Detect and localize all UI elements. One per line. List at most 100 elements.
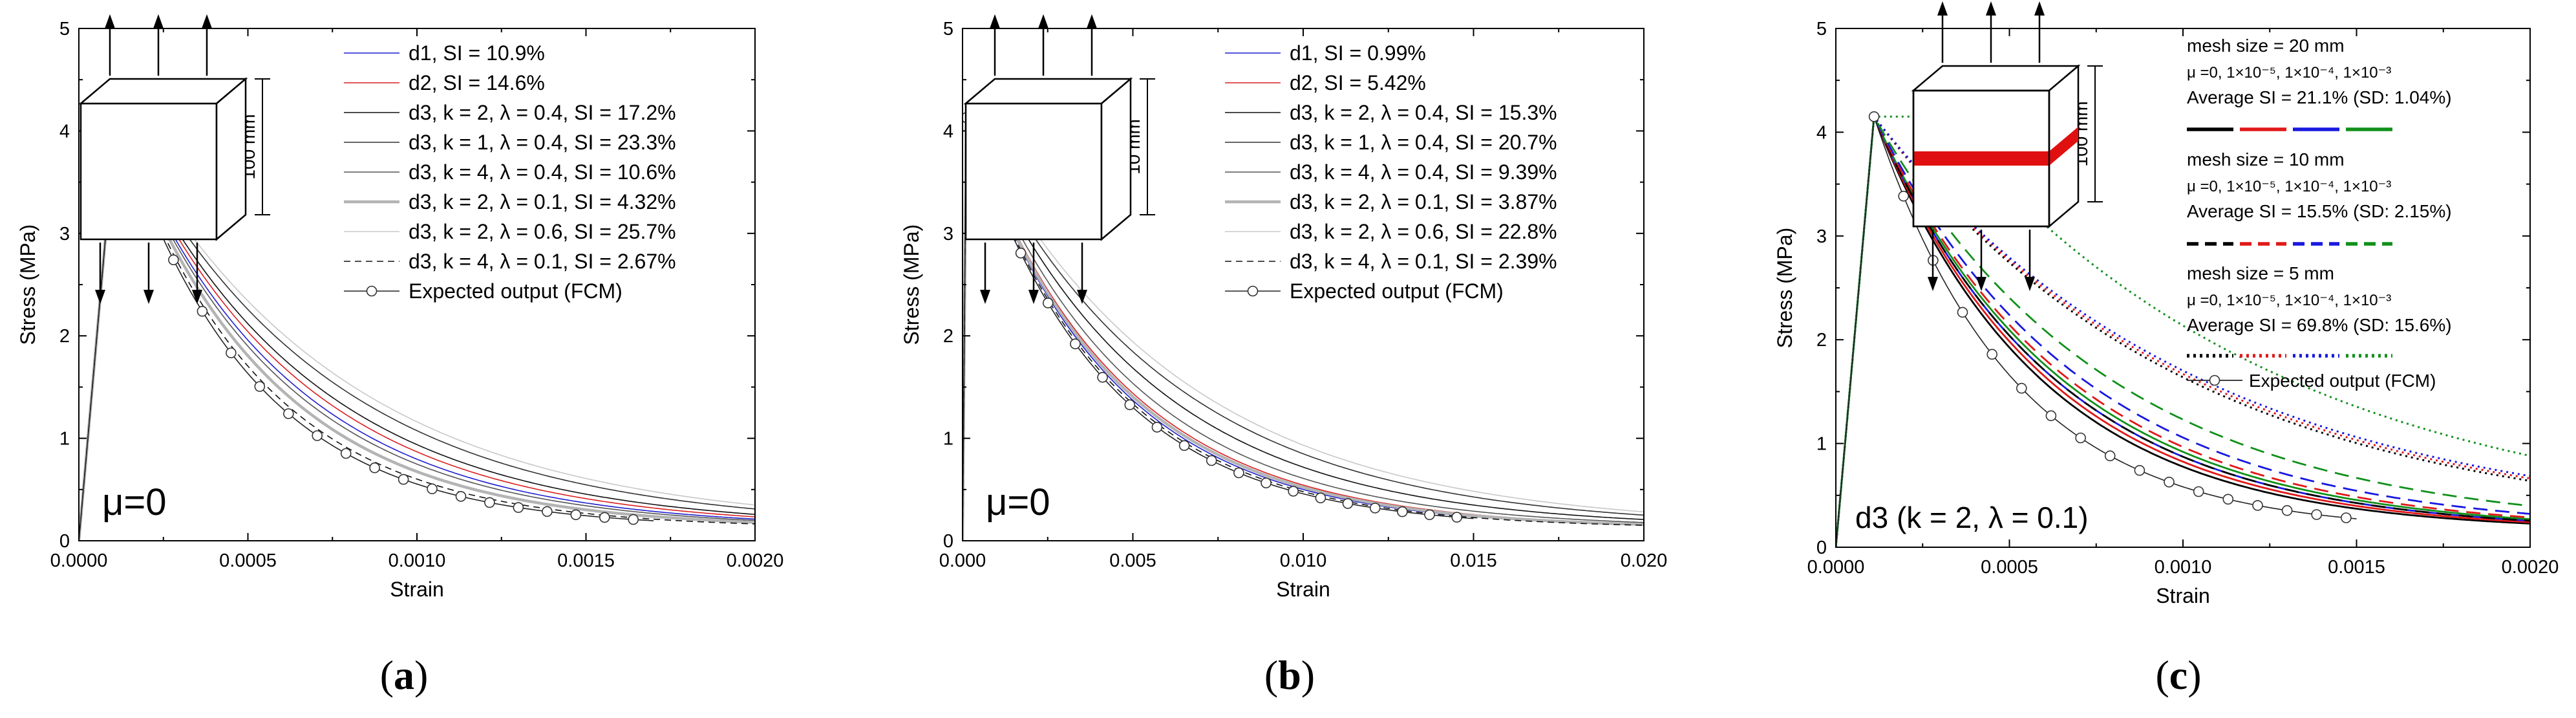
data-point-marker (398, 473, 409, 485)
load-arrowhead-bottom (95, 290, 105, 304)
x-tick-label: 0.0005 (219, 550, 277, 571)
data-point-marker (2341, 512, 2352, 523)
legend-group-5mm-mu: μ =0, 1×10⁻⁵, 1×10⁻⁴, 1×10⁻³ (2187, 292, 2391, 309)
friction-annotation: μ=0 (986, 481, 1050, 523)
data-point-marker (1261, 477, 1272, 488)
y-tick-label: 4 (1816, 122, 1827, 143)
legend-label: d3, k = 2, λ = 0.4, SI = 17.2% (409, 101, 676, 124)
load-arrowhead-top (990, 14, 1000, 28)
legend-label: d3, k = 2, λ = 0.4, SI = 15.3% (1290, 101, 1557, 124)
x-tick-label: 0.0000 (1807, 557, 1865, 578)
data-point-marker (312, 430, 323, 441)
series-line (79, 116, 755, 541)
chart-panel-c: 0.0000 0.0005 0.0010 0.0015 0.0020 0 1 2 3 4 5 Str… (1773, 1, 2559, 607)
data-point-marker (2252, 500, 2263, 511)
data-point-marker (1206, 455, 1217, 466)
load-arrowhead-top (2034, 1, 2045, 16)
series-line (79, 117, 755, 541)
data-point-marker (168, 254, 179, 266)
legend: d1, SI = 10.9% d2, SI = 14.6% d3, k = 2, λ… (344, 41, 676, 303)
data-point-marker (1451, 512, 1462, 523)
y-axis-label: Stress (MPa) (900, 224, 923, 345)
data-point-marker (2104, 450, 2116, 462)
data-point-marker (1898, 190, 1909, 202)
load-arrowhead-bottom (1028, 290, 1039, 304)
data-point-marker (1342, 498, 1354, 509)
load-arrowhead-top (153, 14, 164, 28)
data-point-marker (1070, 338, 1081, 349)
legend: d1, SI = 0.99% d2, SI = 5.42% d3, k = 2, λ… (1225, 41, 1557, 303)
legend-label: d3, k = 2, λ = 0.1, SI = 4.32% (409, 190, 676, 213)
y-tick-label: 2 (943, 326, 953, 347)
legend-group-10mm-title: mesh size = 10 mm (2187, 149, 2345, 169)
panel-caption-c: (c) (2155, 652, 2201, 698)
y-tick-label: 5 (943, 19, 953, 39)
series-line (79, 117, 755, 541)
data-point-marker (340, 448, 352, 459)
data-point-marker (1124, 399, 1136, 411)
x-tick-label: 0.000 (939, 550, 986, 571)
y-tick-label: 0 (943, 531, 953, 552)
y-tick-label: 1 (1816, 434, 1827, 455)
legend-group-10mm-mu: μ =0, 1×10⁻⁵, 1×10⁻⁴, 1×10⁻³ (2187, 178, 2391, 195)
x-tick-label: 0.0015 (2328, 557, 2385, 578)
y-tick-label: 1 (943, 429, 953, 450)
data-point-marker (1397, 506, 1408, 517)
legend-group-5mm-title: mesh size = 5 mm (2187, 263, 2334, 283)
x-tick-label: 0.0020 (727, 550, 784, 571)
series-line (1836, 115, 2530, 547)
y-tick-label: 3 (1816, 226, 1827, 247)
data-point-marker (570, 509, 582, 521)
load-arrowhead-top (1038, 14, 1048, 28)
data-point-marker (369, 462, 380, 473)
x-tick-label: 0.0005 (1981, 557, 2038, 578)
data-point-marker (542, 506, 553, 517)
data-point-marker (1986, 349, 1997, 360)
data-point-marker (1424, 509, 1435, 521)
chart-panel-b: 0.000 0.005 0.010 0.015 0.020 0 1 2 3 4 5 Stress (… (900, 14, 1667, 601)
y-tick-label: 4 (59, 121, 70, 142)
x-axis-label: Strain (1276, 578, 1330, 601)
x-axis-label: Strain (390, 578, 444, 601)
load-arrowhead-bottom (1077, 290, 1087, 304)
series-line (79, 117, 755, 541)
legend-label: d3, k = 2, λ = 0.6, SI = 25.7% (409, 220, 676, 243)
cube-weak-band-side (2049, 127, 2078, 166)
data-point-marker (2045, 410, 2057, 422)
data-point-marker (1178, 440, 1190, 451)
data-point-marker (1369, 503, 1381, 514)
cube-drawing (1911, 1, 2103, 291)
y-tick-label: 2 (59, 326, 70, 347)
data-point-marker (197, 305, 208, 317)
x-axis-label: Strain (2156, 584, 2210, 607)
load-arrowhead-bottom (144, 290, 154, 304)
legend-group-20mm-title: mesh size = 20 mm (2187, 36, 2345, 56)
y-axis-label: Stress (MPa) (1773, 228, 1796, 349)
series-line (1836, 115, 2530, 547)
cube-front-face (80, 102, 218, 241)
load-arrowhead-bottom (1928, 277, 1938, 291)
legend-label: Expected output (FCM) (409, 279, 623, 303)
data-point-marker (1957, 307, 1968, 318)
load-arrowhead-bottom (1976, 277, 1986, 291)
load-arrowhead-top (1937, 1, 1948, 16)
series-line (1836, 115, 2530, 547)
x-tick-label: 0.0000 (50, 550, 108, 571)
legend-label: Expected output (FCM) (1290, 279, 1504, 303)
legend-marker (1247, 285, 1259, 297)
y-tick-label: 0 (59, 531, 70, 552)
legend-group-5mm-si: Average SI = 69.8% (SD: 15.6%) (2187, 315, 2452, 335)
cube-side-face (215, 77, 247, 241)
y-tick-label: 2 (1816, 330, 1827, 351)
series-line (79, 117, 755, 541)
legend-label: d3, k = 1, λ = 0.4, SI = 20.7% (1290, 131, 1557, 154)
cube-drawing (78, 14, 270, 304)
data-point-marker (1288, 486, 1299, 497)
data-point-marker (1315, 492, 1326, 504)
series-line (79, 117, 755, 541)
load-arrowhead-top (105, 14, 115, 28)
y-tick-label: 5 (1816, 19, 1827, 39)
data-point-marker (1097, 371, 1108, 383)
panel-caption-b: (b) (1264, 652, 1315, 698)
legend-marker (366, 285, 378, 297)
